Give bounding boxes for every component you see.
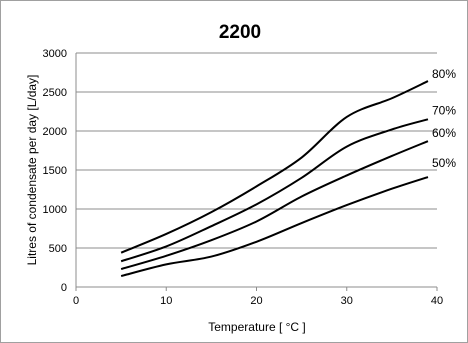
series-labels: 80% 70% 60% 50% — [432, 67, 456, 170]
axes — [75, 53, 438, 291]
series-line — [120, 176, 429, 278]
x-tick-label: 10 — [160, 295, 172, 307]
x-axis-label: Temperature [ °C ] — [208, 320, 306, 334]
y-axis-label: Litres of condensate per day [L/day] — [25, 75, 39, 266]
y-tick-label: 1500 — [43, 165, 67, 177]
grid-lines — [76, 52, 437, 249]
series-label: 80% — [432, 67, 456, 81]
x-tick-label: 0 — [73, 295, 79, 307]
x-tick-label: 30 — [341, 295, 353, 307]
chart-title: 2200 — [219, 22, 261, 43]
series-line — [120, 80, 429, 254]
series-label: 70% — [432, 103, 456, 117]
y-tick-label: 0 — [61, 282, 67, 294]
series-line — [120, 140, 429, 271]
y-tick-label: 2500 — [43, 87, 67, 99]
x-tick-labels: 0 10 20 30 40 — [73, 295, 443, 307]
x-tick-label: 20 — [250, 295, 262, 307]
series-lines — [120, 80, 429, 278]
y-tick-label: 1000 — [43, 204, 67, 216]
series-label: 60% — [432, 126, 456, 140]
y-tick-labels: 0 500 1000 1500 2000 2500 3000 — [43, 48, 67, 294]
series-line — [120, 118, 429, 263]
y-tick-label: 500 — [49, 243, 67, 255]
x-tick-label: 40 — [431, 295, 443, 307]
series-label: 50% — [432, 156, 456, 170]
y-tick-label: 3000 — [43, 48, 67, 60]
y-tick-label: 2000 — [43, 126, 67, 138]
